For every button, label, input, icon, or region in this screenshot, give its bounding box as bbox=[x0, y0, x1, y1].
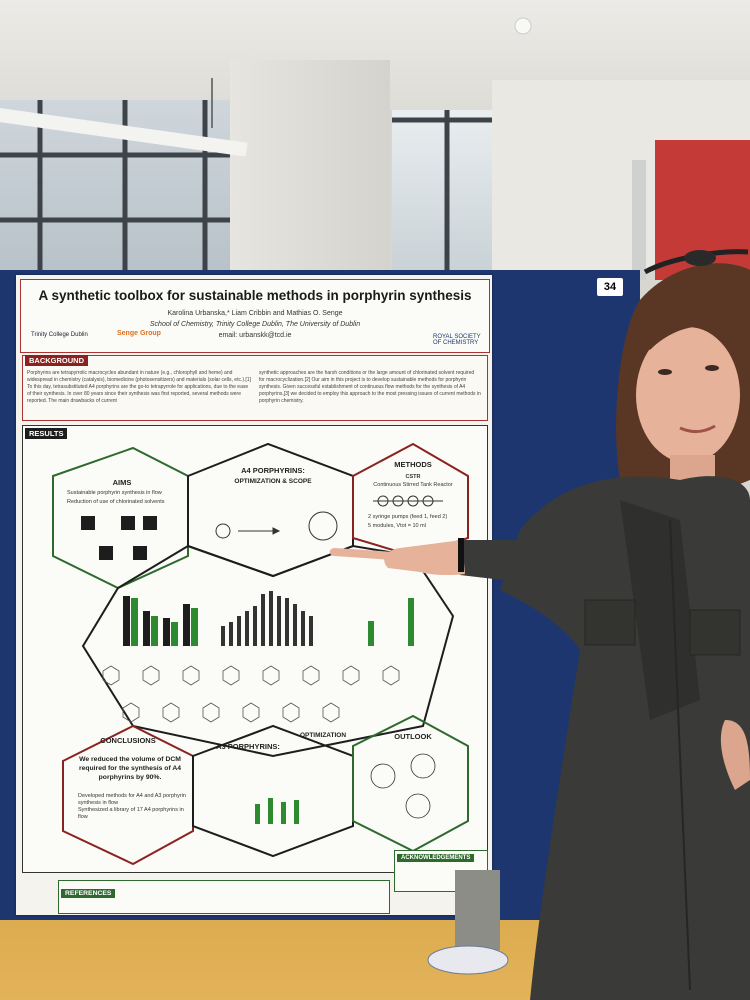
conclusions-item-1: Developed methods for A4 and A3 porphyri… bbox=[78, 793, 186, 806]
ceiling-fixtures bbox=[0, 17, 646, 280]
aims-item-1: Sustainable porphyrin synthesis in flow bbox=[67, 490, 162, 496]
conclusions-title: CONCLUSIONS bbox=[100, 736, 156, 745]
methods-item-2: 5 modules, Vtot = 10 ml bbox=[368, 523, 426, 529]
background-text-col1: Porphyrins are tetrapyrrolic macrocycles… bbox=[27, 370, 251, 404]
a4-subtitle: OPTIMIZATION & SCOPE bbox=[234, 478, 312, 485]
results-label: RESULTS bbox=[25, 428, 68, 439]
poster-affiliation: School of Chemistry, Trinity College Dub… bbox=[149, 321, 361, 328]
a4-title: A4 PORPHYRINS: bbox=[241, 466, 305, 475]
window-right bbox=[392, 110, 492, 270]
poster-header: A synthetic toolbox for sustainable meth… bbox=[20, 279, 490, 353]
poster-email: email: urbanskk@tcd.ie bbox=[218, 332, 292, 339]
a3-title: A3 PORPHYRINS: bbox=[216, 742, 280, 751]
background-label: BACKGROUND bbox=[25, 355, 88, 366]
poster-title: A synthetic toolbox for sustainable meth… bbox=[38, 288, 472, 303]
conclusions-item-2: Synthesized a library of 17 A4 porphyrin… bbox=[78, 807, 184, 820]
results-section: RESULTS bbox=[22, 425, 488, 873]
aims-item-2: Reduction of use of chlorinated solvents bbox=[67, 499, 165, 505]
board-number: 34 bbox=[597, 278, 623, 296]
pillar bbox=[230, 60, 390, 270]
methods-title: METHODS bbox=[394, 460, 432, 469]
conclusions-text: We reduced the volume of DCM required fo… bbox=[78, 756, 182, 781]
methods-cstr: CSTR bbox=[405, 474, 421, 480]
references-label: REFERENCES bbox=[61, 889, 116, 898]
references-section: REFERENCES bbox=[58, 880, 390, 914]
senge-group-logo: Senge Group bbox=[117, 330, 161, 337]
acknowledgements-label: ACKNOWLEDGEMENTS bbox=[397, 854, 475, 862]
poster: A synthetic toolbox for sustainable meth… bbox=[16, 275, 492, 915]
outlook-title: OUTLOOK bbox=[394, 732, 432, 741]
rsc-logo: ROYAL SOCIETY OF CHEMISTRY bbox=[433, 334, 481, 346]
tcd-logo: Trinity College Dublin bbox=[31, 332, 88, 338]
methods-cstr-full: Continuous Stirred Tank Reactor bbox=[373, 482, 453, 488]
background-text-col2: synthetic approaches are the harsh condi… bbox=[259, 370, 481, 404]
aims-title: AIMS bbox=[112, 478, 132, 487]
background-section: BACKGROUND Porphyrins are tetrapyrrolic … bbox=[22, 355, 488, 421]
conclusions-bullets: Developed methods for A4 and A3 porphyri… bbox=[78, 793, 188, 821]
hexagon-layout bbox=[52, 442, 469, 866]
window-frames bbox=[0, 100, 230, 270]
methods-item-1: 2 syringe pumps (feed 1, feed 2) bbox=[368, 514, 448, 520]
a3-subtitle: OPTIMIZATION bbox=[299, 732, 347, 739]
poster-authors: Karolina Urbanska,* Liam Cribbin and Mat… bbox=[167, 310, 343, 317]
